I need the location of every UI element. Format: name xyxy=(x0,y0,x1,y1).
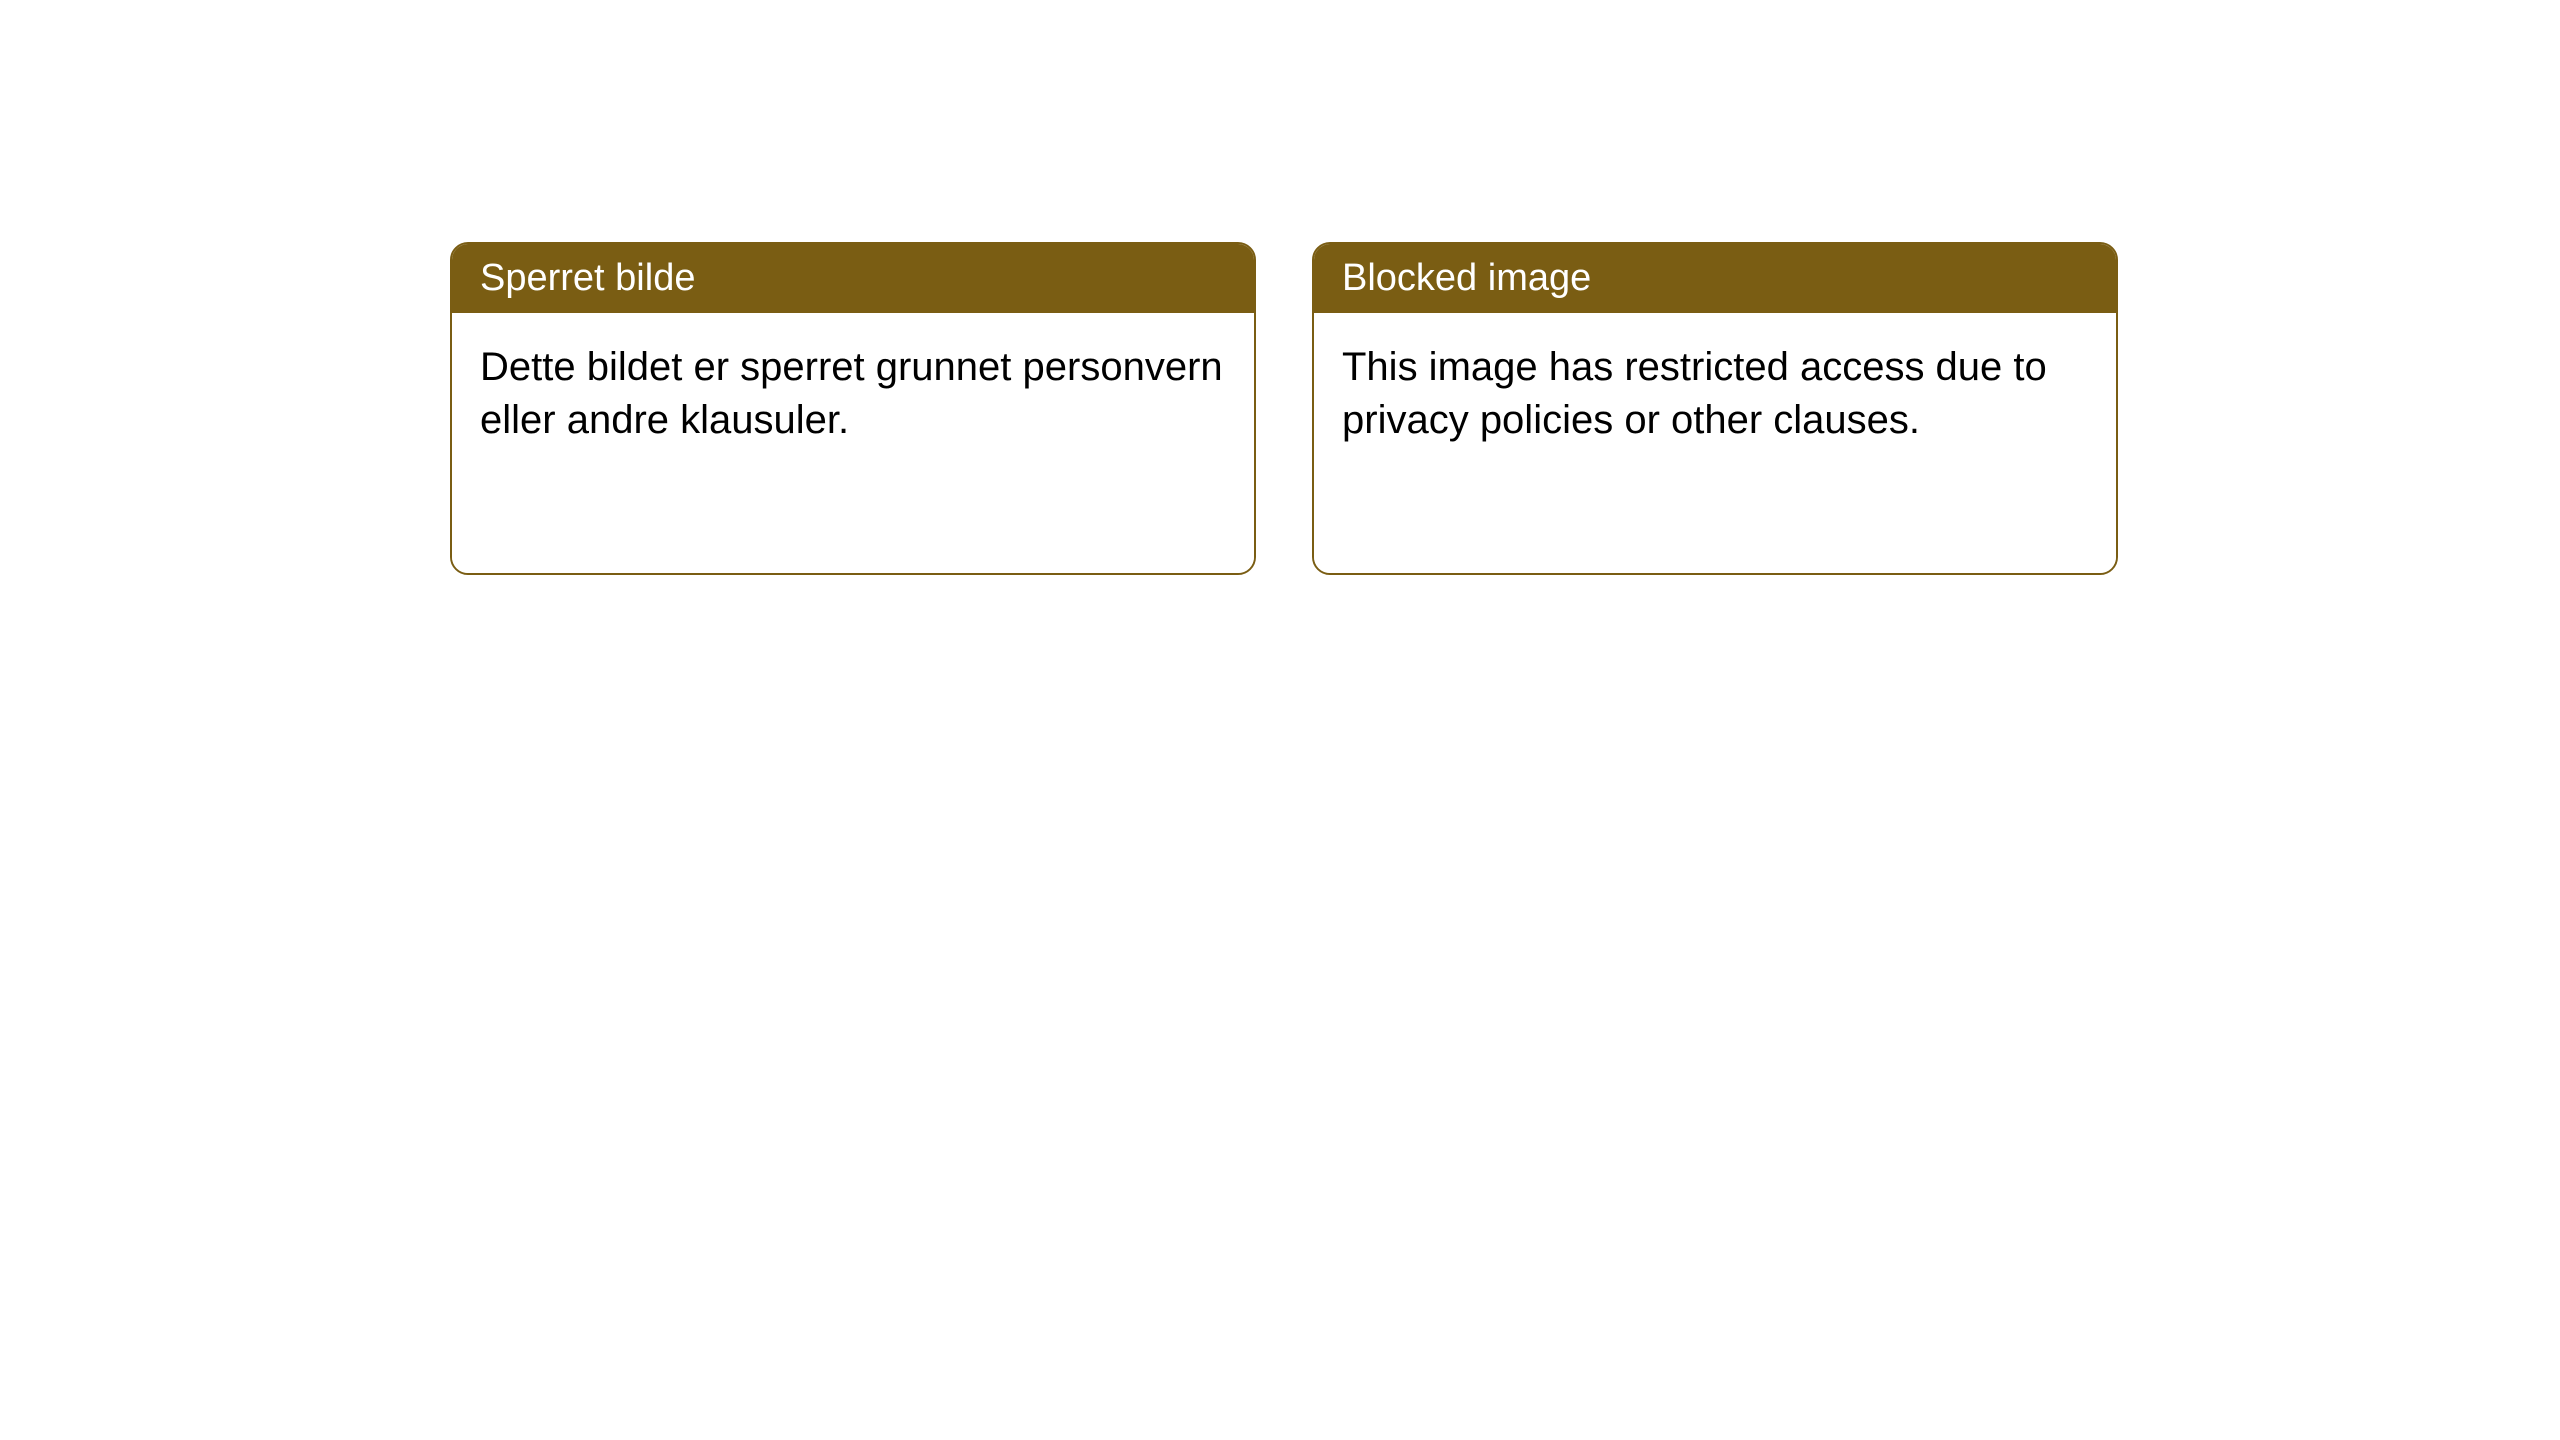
notice-title: Blocked image xyxy=(1314,244,2116,313)
notice-title: Sperret bilde xyxy=(452,244,1254,313)
notices-row: Sperret bilde Dette bildet er sperret gr… xyxy=(450,242,2118,575)
notice-body-text: This image has restricted access due to … xyxy=(1314,313,2116,573)
notice-body-text: Dette bildet er sperret grunnet personve… xyxy=(452,313,1254,573)
notice-box-norwegian: Sperret bilde Dette bildet er sperret gr… xyxy=(450,242,1256,575)
notice-box-english: Blocked image This image has restricted … xyxy=(1312,242,2118,575)
